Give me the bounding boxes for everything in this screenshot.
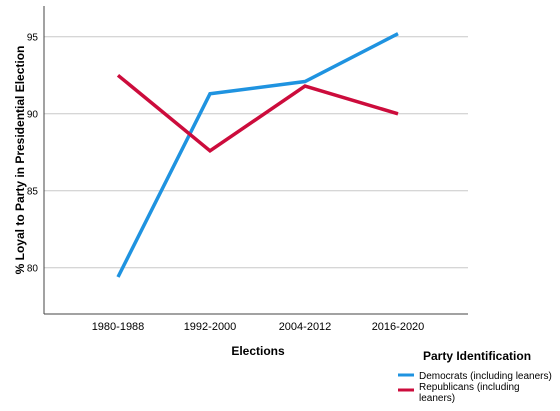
axes xyxy=(43,6,468,315)
legend: Party Identification Democrats (includin… xyxy=(398,349,552,404)
gridlines xyxy=(44,36,468,269)
series-line-republicans xyxy=(116,73,399,153)
x-tick-labels: 1980-1988 1992-2000 2004-2012 2016-2020 xyxy=(92,321,425,333)
x-tick-label-1980-1988: 1980-1988 xyxy=(92,321,145,333)
y-tick-label-85: 85 xyxy=(27,186,39,197)
y-tick-labels: 80 85 90 95 xyxy=(27,32,39,274)
y-axis-title: % Loyal to Party in Presidential Electio… xyxy=(13,46,27,275)
x-tick-label-2004-2012: 2004-2012 xyxy=(279,321,332,333)
y-tick-label-90: 90 xyxy=(27,109,39,120)
legend-label-democrats: Democrats (including leaners) xyxy=(419,371,552,382)
y-tick-label-80: 80 xyxy=(27,263,39,274)
y-tick-label-95: 95 xyxy=(27,32,39,43)
legend-label-republicans: Republicans (including leaners) xyxy=(419,382,520,404)
legend-title: Party Identification xyxy=(423,349,531,363)
x-tick-label-1992-2000: 1992-2000 xyxy=(184,321,237,333)
series-lines xyxy=(116,32,399,278)
series-line-democrats xyxy=(116,32,399,278)
x-axis-title: Elections xyxy=(231,344,285,358)
x-tick-label-2016-2020: 2016-2020 xyxy=(372,321,425,333)
